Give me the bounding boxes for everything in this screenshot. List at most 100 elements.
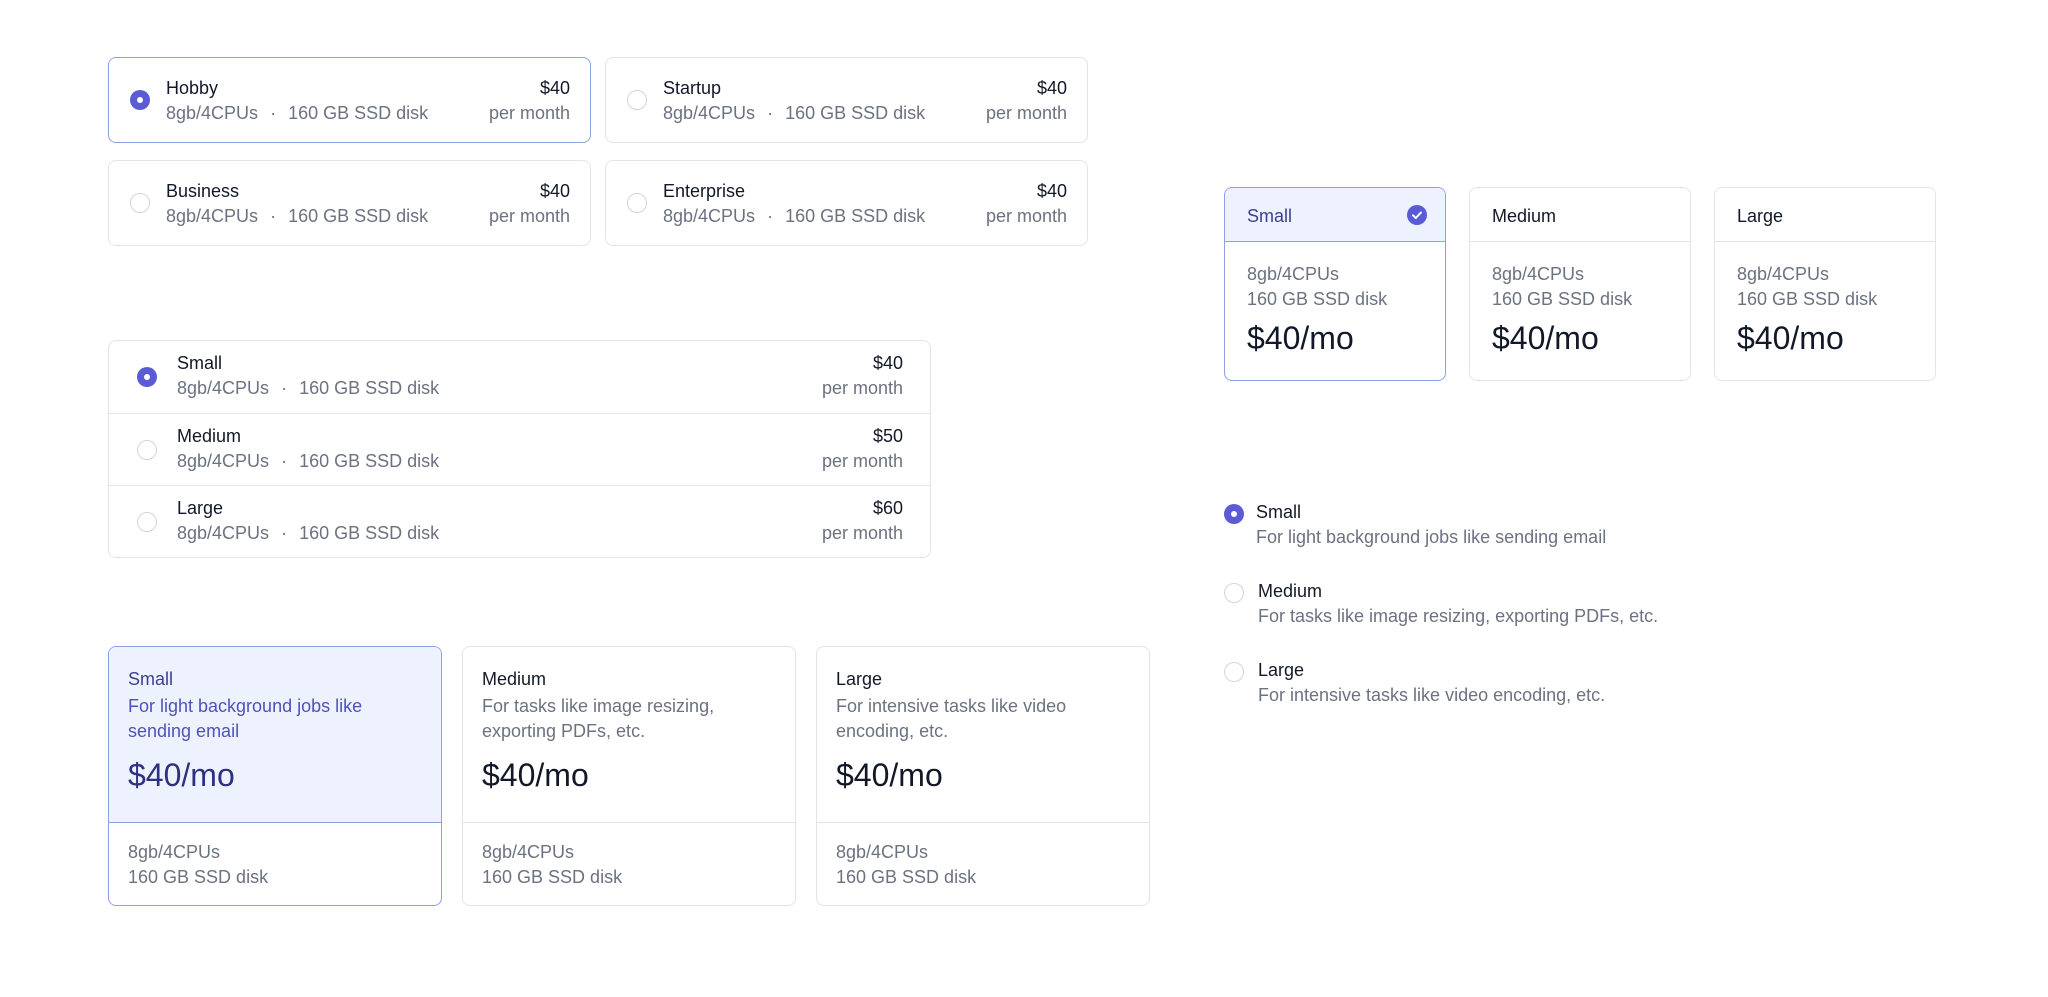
card-header: Small — [1225, 188, 1445, 242]
plan-row-large[interactable]: Large 8gb/4CPUs · 160 GB SSD disk $60 per … — [109, 485, 930, 557]
plan-memory: 8gb/4CPUs — [1247, 264, 1340, 284]
plan-disk: 160 GB SSD disk — [785, 206, 926, 226]
plan-disk: 160 GB SSD disk — [836, 867, 977, 887]
plan-memory: 8gb/4CPUs — [166, 206, 259, 226]
plan-row-medium[interactable]: Medium 8gb/4CPUs · 160 GB SSD disk $50 per… — [109, 413, 930, 485]
plan-option-business[interactable]: Business 8gb/4CPUs · 160 GB SSD disk $40 p… — [108, 160, 591, 246]
plan-memory: 8gb/4CPUs — [1492, 264, 1585, 284]
plan-memory: 8gb/4CPUs — [836, 842, 929, 862]
plan-name: Large — [1737, 206, 1784, 226]
separator-dot: · — [767, 103, 774, 123]
plan-disk: 160 GB SSD disk — [288, 103, 429, 123]
plan-specs: 8gb/4CPUs · 160 GB SSD disk — [177, 523, 439, 544]
plan-option-startup[interactable]: Startup 8gb/4CPUs · 160 GB SSD disk $40 pe… — [605, 57, 1088, 143]
card-header: Medium — [1470, 188, 1690, 242]
radio-unselected-icon[interactable] — [137, 512, 157, 532]
plan-option-hobby[interactable]: Hobby 8gb/4CPUs · 160 GB SSD disk $40 per … — [108, 57, 591, 143]
radio-unselected-icon[interactable] — [1224, 662, 1244, 682]
card-header: Large For intensive tasks like video enc… — [817, 647, 1149, 823]
card-header: Small For light background jobs like sen… — [109, 647, 441, 823]
plan-period: per month — [821, 523, 903, 543]
plan-specs: 8gb/4CPUs · 160 GB SSD disk — [166, 206, 428, 227]
plan-disk: 160 GB SSD disk — [128, 867, 269, 887]
plan-card-large[interactable]: Large For intensive tasks like video enc… — [816, 646, 1150, 906]
tile-card-large[interactable]: Large 8gb/4CPUs 160 GB SSD disk $40/mo — [1714, 187, 1936, 381]
plan-price: $40 — [539, 181, 570, 201]
plan-price: $40/mo — [836, 757, 943, 793]
plan-name: Large — [836, 669, 883, 689]
plan-specs: 8gb/4CPUs · 160 GB SSD disk — [177, 378, 439, 399]
plan-memory: 8gb/4CPUs — [128, 842, 221, 862]
plan-name: Small — [177, 353, 223, 373]
plan-price: $50 — [872, 426, 903, 446]
plan-price: $40/mo — [482, 757, 589, 793]
option-description: For light background jobs like sending e… — [1256, 527, 1607, 547]
plan-price: $40 — [1036, 181, 1067, 201]
plan-name: Startup — [663, 78, 722, 98]
plan-memory: 8gb/4CPUs — [177, 523, 270, 543]
plan-disk: 160 GB SSD disk — [1247, 289, 1388, 309]
check-circle-icon — [1407, 205, 1427, 225]
plan-disk: 160 GB SSD disk — [785, 103, 926, 123]
radio-unselected-icon[interactable] — [1224, 583, 1244, 603]
plan-name: Medium — [1492, 206, 1557, 226]
card-header: Large — [1715, 188, 1935, 242]
option-description: For tasks like image resizing, exporting… — [1258, 606, 1659, 626]
plan-memory: 8gb/4CPUs — [1737, 264, 1830, 284]
plan-memory: 8gb/4CPUs — [177, 378, 270, 398]
plan-disk: 160 GB SSD disk — [299, 378, 440, 398]
plan-card-small[interactable]: Small For light background jobs like sen… — [108, 646, 442, 906]
tile-card-small[interactable]: Small 8gb/4CPUs 160 GB SSD disk $40/mo — [1224, 187, 1446, 381]
radio-unselected-icon[interactable] — [627, 90, 647, 110]
radio-unselected-icon[interactable] — [130, 193, 150, 213]
plan-period: per month — [821, 451, 903, 471]
plan-name: Business — [166, 181, 240, 201]
plan-memory: 8gb/4CPUs — [663, 103, 756, 123]
separator-dot: · — [270, 206, 277, 226]
separator-dot: · — [270, 103, 277, 123]
plan-disk: 160 GB SSD disk — [288, 206, 429, 226]
plan-name: Medium — [482, 669, 547, 689]
plan-disk: 160 GB SSD disk — [299, 523, 440, 543]
plan-memory: 8gb/4CPUs — [166, 103, 259, 123]
plan-disk: 160 GB SSD disk — [299, 451, 440, 471]
option-name: Small — [1256, 502, 1302, 522]
plan-name: Small — [1247, 206, 1293, 226]
option-description: For intensive tasks like video encoding,… — [1258, 685, 1606, 705]
plan-description: For intensive tasks like video encoding,… — [836, 696, 1067, 741]
plan-price: $60 — [872, 498, 903, 518]
plan-period: per month — [488, 206, 570, 226]
plan-price: $40 — [872, 353, 903, 373]
plan-period: per month — [821, 378, 903, 398]
plan-price: $40 — [539, 78, 570, 98]
option-name: Medium — [1258, 581, 1323, 601]
separator-dot: · — [767, 206, 774, 226]
plan-row-small[interactable]: Small 8gb/4CPUs · 160 GB SSD disk $40 per … — [109, 341, 930, 413]
plan-name: Hobby — [166, 78, 219, 98]
radio-unselected-icon[interactable] — [627, 193, 647, 213]
plan-period: per month — [488, 103, 570, 123]
plan-price: $40/mo — [128, 757, 235, 793]
plan-price: $40/mo — [1492, 320, 1599, 356]
plan-disk: 160 GB SSD disk — [482, 867, 623, 887]
plan-period: per month — [985, 206, 1067, 226]
radio-unselected-icon[interactable] — [137, 440, 157, 460]
plan-card-medium[interactable]: Medium For tasks like image resizing, ex… — [462, 646, 796, 906]
plan-price: $40 — [1036, 78, 1067, 98]
plan-option-enterprise[interactable]: Enterprise 8gb/4CPUs · 160 GB SSD disk $40… — [605, 160, 1088, 246]
radio-selected-icon[interactable] — [130, 90, 150, 110]
card-header: Medium For tasks like image resizing, ex… — [463, 647, 795, 823]
plan-name: Large — [177, 498, 224, 518]
plan-description: For tasks like image resizing, exporting… — [482, 696, 715, 741]
plan-price: $40/mo — [1737, 320, 1844, 356]
plan-name: Medium — [177, 426, 242, 446]
radio-selected-icon[interactable] — [137, 367, 157, 387]
plan-specs: 8gb/4CPUs · 160 GB SSD disk — [177, 451, 439, 472]
separator-dot: · — [281, 451, 288, 471]
plan-specs: 8gb/4CPUs · 160 GB SSD disk — [166, 103, 428, 124]
plan-name: Small — [128, 669, 174, 689]
plan-description: For light background jobs like sending e… — [128, 696, 363, 741]
tile-card-medium[interactable]: Medium 8gb/4CPUs 160 GB SSD disk $40/mo — [1469, 187, 1691, 381]
separator-dot: · — [281, 523, 288, 543]
radio-selected-icon[interactable] — [1224, 504, 1244, 524]
